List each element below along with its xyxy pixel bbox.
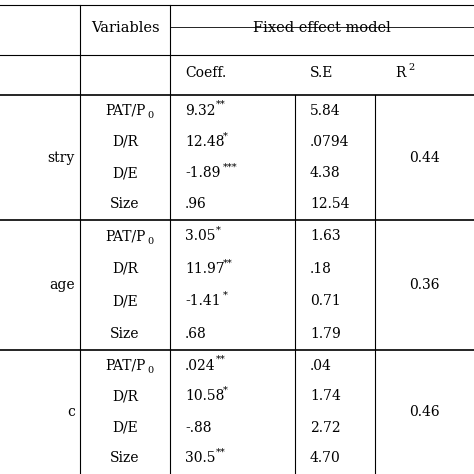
Text: .024: .024 — [185, 358, 216, 373]
Text: D/R: D/R — [112, 390, 138, 403]
Text: .68: .68 — [185, 327, 207, 341]
Text: **: ** — [222, 258, 232, 267]
Text: Fixed effect model: Fixed effect model — [253, 21, 391, 35]
Text: 0: 0 — [147, 366, 153, 375]
Text: -1.89: -1.89 — [185, 166, 220, 180]
Text: D/R: D/R — [112, 262, 138, 276]
Text: **: ** — [216, 100, 226, 109]
Text: 30.5: 30.5 — [185, 452, 216, 465]
Text: 4.70: 4.70 — [310, 452, 341, 465]
Text: 12.54: 12.54 — [310, 197, 349, 211]
Text: D/E: D/E — [112, 166, 138, 180]
Text: ***: *** — [222, 163, 237, 172]
Text: S.E: S.E — [310, 66, 333, 80]
Text: R: R — [395, 66, 405, 80]
Text: .96: .96 — [185, 197, 207, 211]
Text: .0794: .0794 — [310, 135, 349, 149]
Text: *: * — [216, 226, 221, 235]
Text: 12.48: 12.48 — [185, 135, 225, 149]
Text: 9.32: 9.32 — [185, 104, 216, 118]
Text: *: * — [222, 131, 228, 140]
Text: PAT/P: PAT/P — [105, 104, 145, 118]
Text: **: ** — [216, 448, 226, 457]
Text: .18: .18 — [310, 262, 332, 276]
Text: 2.72: 2.72 — [310, 420, 341, 435]
Text: -1.41: -1.41 — [185, 294, 220, 308]
Text: D/R: D/R — [112, 135, 138, 149]
Text: *: * — [222, 291, 228, 300]
Text: 4.38: 4.38 — [310, 166, 341, 180]
Text: PAT/P: PAT/P — [105, 358, 145, 373]
Text: **: ** — [216, 355, 226, 364]
Text: PAT/P: PAT/P — [105, 229, 145, 243]
Text: 3.05: 3.05 — [185, 229, 216, 243]
Text: *: * — [222, 386, 228, 395]
Text: 2: 2 — [408, 63, 414, 72]
Text: 5.84: 5.84 — [310, 104, 341, 118]
Text: 11.97: 11.97 — [185, 262, 225, 276]
Text: 1.74: 1.74 — [310, 390, 341, 403]
Text: D/E: D/E — [112, 294, 138, 308]
Text: 0.36: 0.36 — [409, 278, 440, 292]
Text: stry: stry — [48, 151, 75, 164]
Text: age: age — [49, 278, 75, 292]
Text: .04: .04 — [310, 358, 332, 373]
Text: 10.58: 10.58 — [185, 390, 224, 403]
Text: Size: Size — [110, 197, 140, 211]
Text: 0: 0 — [147, 237, 153, 246]
Text: 1.63: 1.63 — [310, 229, 341, 243]
Text: D/E: D/E — [112, 420, 138, 435]
Text: c: c — [67, 405, 75, 419]
Text: 0.46: 0.46 — [409, 405, 440, 419]
Text: Size: Size — [110, 327, 140, 341]
Text: Size: Size — [110, 452, 140, 465]
Text: Variables: Variables — [91, 21, 159, 35]
Text: -.88: -.88 — [185, 420, 211, 435]
Text: 1.79: 1.79 — [310, 327, 341, 341]
Text: 0: 0 — [147, 111, 153, 120]
Text: 0.44: 0.44 — [409, 151, 440, 164]
Text: Coeff.: Coeff. — [185, 66, 226, 80]
Text: 0.71: 0.71 — [310, 294, 341, 308]
